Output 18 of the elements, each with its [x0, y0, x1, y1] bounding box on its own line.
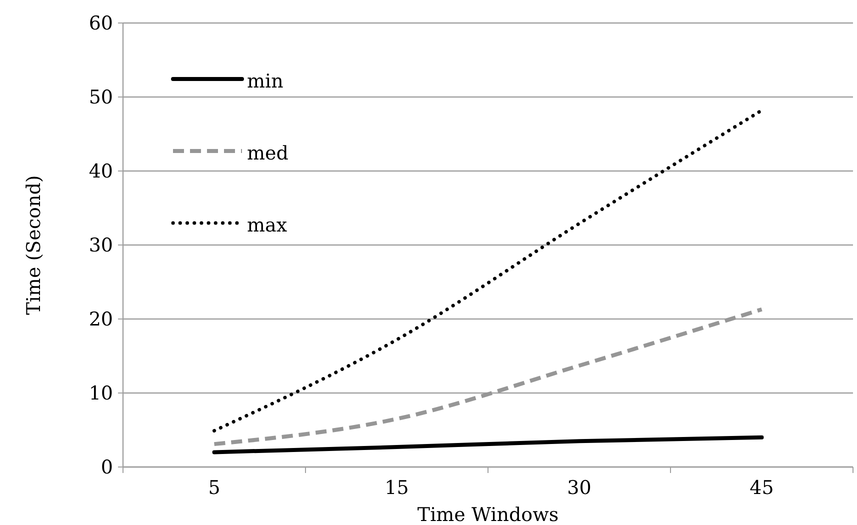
- x-axis-title: Time Windows: [417, 504, 559, 525]
- y-tick-label: 50: [88, 86, 113, 109]
- y-tick-label: 20: [88, 308, 113, 331]
- legend-label: max: [247, 214, 288, 237]
- x-tick-label: 30: [567, 477, 592, 499]
- line-series: [212, 108, 764, 432]
- x-tick-label: 15: [384, 477, 409, 499]
- y-tick-label: 0: [100, 456, 113, 479]
- y-tick-label: 30: [88, 234, 113, 257]
- y-tick-label: 10: [88, 382, 113, 405]
- line-series: [212, 435, 764, 454]
- y-tick-label: 60: [88, 12, 113, 35]
- x-tick-label: 45: [750, 477, 774, 499]
- y-axis-title: Time (Second): [23, 175, 45, 315]
- y-tick-label: 40: [88, 160, 113, 183]
- legend-label: med: [247, 142, 288, 165]
- legend-label: min: [247, 70, 284, 93]
- x-tick-label: 5: [208, 477, 220, 499]
